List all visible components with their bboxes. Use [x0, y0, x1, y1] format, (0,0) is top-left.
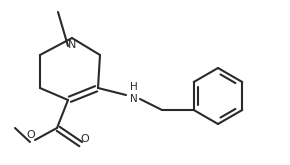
Text: O: O	[27, 130, 35, 140]
Text: H
N: H N	[130, 82, 138, 104]
Text: O: O	[81, 134, 89, 144]
Text: N: N	[68, 40, 76, 50]
